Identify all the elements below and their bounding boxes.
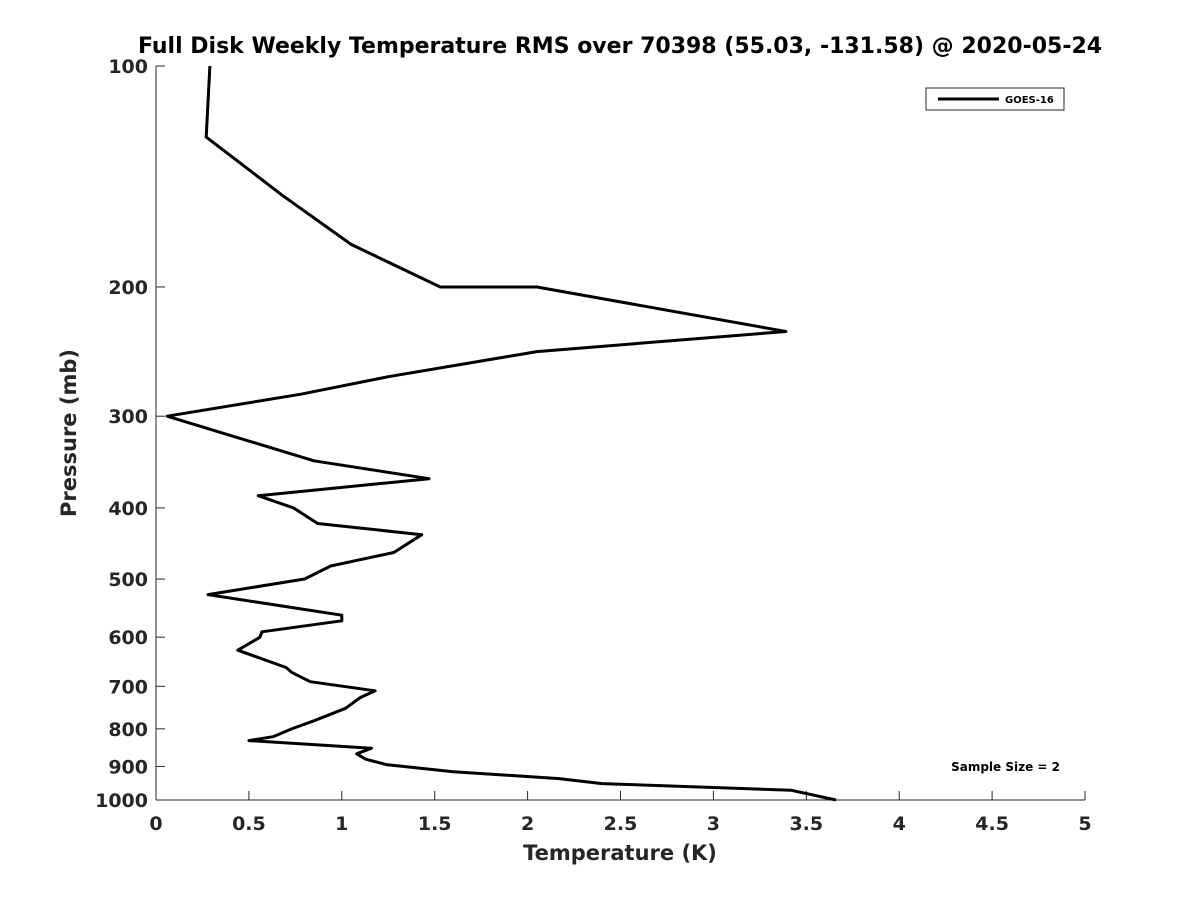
y-tick-label: 800 xyxy=(108,719,148,741)
y-tick-label: 1000 xyxy=(95,790,148,812)
series-line-goes-16 xyxy=(165,65,837,802)
y-tick-label: 600 xyxy=(108,627,148,649)
x-axis-label: Temperature (K) xyxy=(523,841,717,865)
plot-area: 0 0.5 1 1.5 2 2.5 3 3.5 4 4.5 5 100 200 300 400 500 600… xyxy=(95,56,1092,835)
x-tick-label: 3.5 xyxy=(789,813,823,835)
y-tick-label: 300 xyxy=(108,406,148,428)
x-tick-label: 3 xyxy=(707,813,720,835)
y-axis-label: Pressure (mb) xyxy=(57,349,81,517)
chart-title: Full Disk Weekly Temperature RMS over 70… xyxy=(138,34,1102,59)
y-tick-label: 900 xyxy=(108,756,148,778)
x-tick-label: 0.5 xyxy=(232,813,266,835)
y-tick-label: 400 xyxy=(108,498,148,520)
x-tick-label: 2 xyxy=(521,813,534,835)
y-tick-label: 100 xyxy=(108,56,148,78)
y-tick-label: 500 xyxy=(108,569,148,591)
x-tick-label: 1 xyxy=(335,813,348,835)
legend: GOES-16 xyxy=(925,87,1065,111)
y-ticks: 100 200 300 400 500 600 700 800 900 1000 xyxy=(95,56,165,812)
sample-size-annotation: Sample Size = 2 xyxy=(951,760,1060,774)
y-tick-label: 200 xyxy=(108,277,148,299)
x-tick-label: 0 xyxy=(149,813,162,835)
legend-label-goes-16: GOES-16 xyxy=(1005,95,1054,106)
x-tick-label: 1.5 xyxy=(418,813,452,835)
x-ticks: 0 0.5 1 1.5 2 2.5 3 3.5 4 4.5 5 xyxy=(149,791,1092,835)
x-tick-label: 5 xyxy=(1078,813,1091,835)
x-tick-label: 4 xyxy=(893,813,906,835)
x-tick-label: 4.5 xyxy=(975,813,1009,835)
y-tick-label: 700 xyxy=(108,676,148,698)
x-tick-label: 2.5 xyxy=(604,813,638,835)
